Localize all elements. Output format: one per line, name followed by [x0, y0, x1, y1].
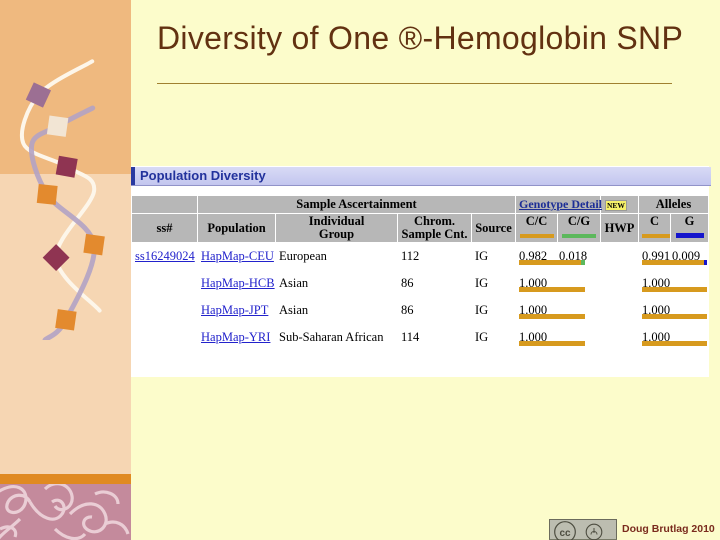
svg-text:cc: cc — [559, 528, 571, 539]
